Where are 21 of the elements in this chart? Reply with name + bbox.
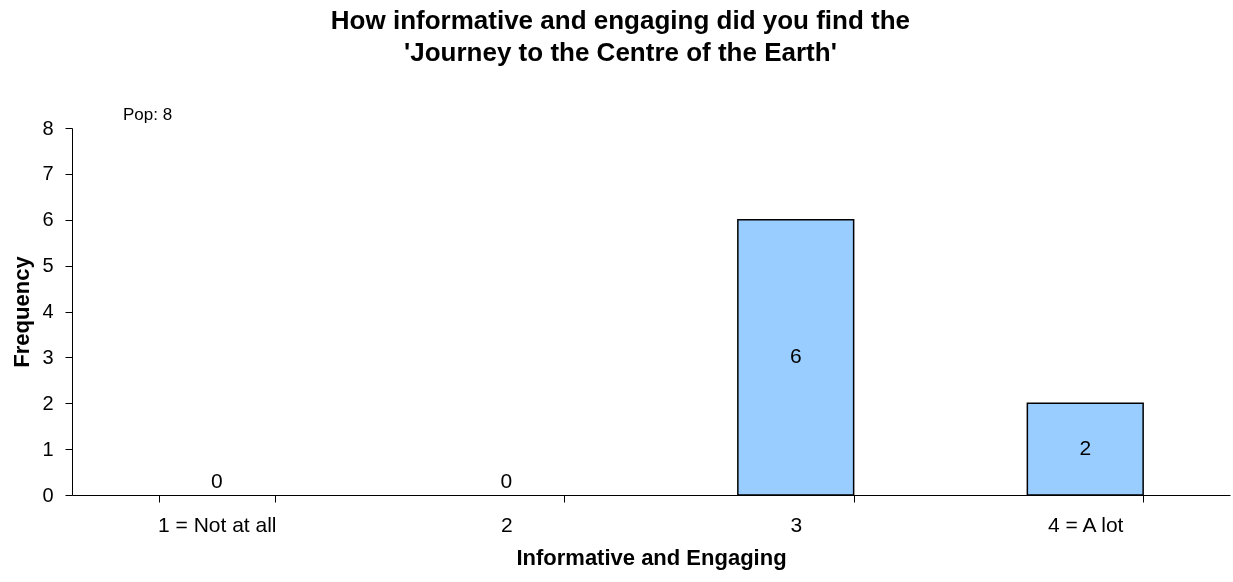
- x-tick-label: 3: [790, 512, 803, 536]
- y-tick-label: 2: [42, 391, 54, 414]
- x-tick-label: 2: [500, 512, 513, 536]
- y-tick-label: 0: [42, 483, 54, 506]
- x-axis-title: Informative and Engaging: [516, 544, 787, 570]
- data-label: 0: [500, 469, 513, 492]
- y-tick-label: 1: [42, 437, 54, 460]
- y-tick-label: 8: [42, 116, 54, 139]
- y-tick-label: 6: [42, 208, 54, 231]
- y-axis-title: Frequency: [9, 255, 35, 368]
- y-tick-label: 3: [42, 345, 54, 368]
- data-label: 6: [789, 344, 802, 368]
- y-tick-label: 7: [42, 162, 54, 185]
- x-tick-label: 1 = Not at all: [158, 512, 277, 536]
- data-label: 2: [1079, 436, 1092, 460]
- chart-title: How informative and engaging did you find the 'Journey to the Centre of the Earth': [330, 5, 911, 67]
- data-label: 0: [210, 469, 223, 492]
- y-tick-label: 5: [42, 254, 54, 277]
- x-tick-label: 4 = A lot: [1048, 512, 1124, 536]
- text: Pop: 8: [123, 105, 173, 124]
- y-tick-label: 4: [42, 300, 54, 322]
